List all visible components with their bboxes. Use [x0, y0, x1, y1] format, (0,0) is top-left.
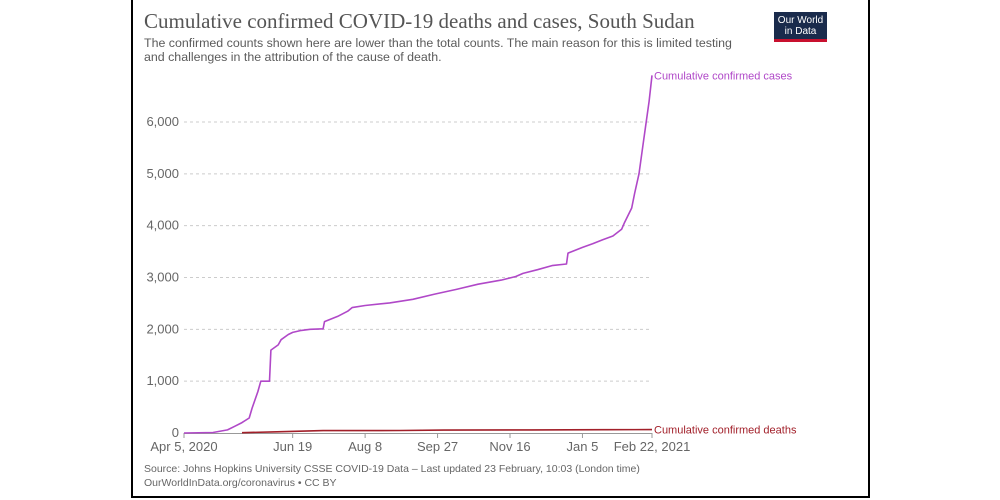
- y-tick-label: 0: [172, 425, 179, 440]
- x-tick-label: Apr 5, 2020: [150, 439, 217, 454]
- series-label-cases: Cumulative confirmed cases: [654, 70, 793, 82]
- x-tick-label: Nov 16: [489, 439, 530, 454]
- y-tick-label: 6,000: [146, 114, 179, 129]
- y-tick-label: 1,000: [146, 373, 179, 388]
- series-line-deaths: [241, 428, 653, 434]
- x-tick-label: Feb 22, 2021: [614, 439, 691, 454]
- x-tick-label: Jan 5: [567, 439, 599, 454]
- chart-frame: [131, 0, 870, 498]
- y-tick-label: 2,000: [146, 321, 179, 336]
- y-tick-label: 3,000: [146, 270, 179, 285]
- chart-source: Source: Johns Hopkins University CSSE CO…: [144, 462, 640, 490]
- source-text: Source: Johns Hopkins University CSSE CO…: [144, 463, 640, 475]
- series-line-cases: [183, 75, 653, 434]
- x-tick-label: Aug 8: [348, 439, 382, 454]
- credit-text: OurWorldInData.org/coronavirus • CC BY: [144, 477, 337, 489]
- x-tick-label: Jun 19: [273, 439, 312, 454]
- logo-line-2: in Data: [784, 26, 817, 37]
- y-tick-label: 5,000: [146, 166, 179, 181]
- series-label-deaths: Cumulative confirmed deaths: [654, 425, 797, 437]
- y-tick-label: 4,000: [146, 218, 179, 233]
- chart-subtitle: The confirmed counts shown here are lowe…: [144, 36, 732, 64]
- owid-logo[interactable]: Our World in Data: [774, 12, 827, 42]
- chart-title: Cumulative confirmed COVID-19 deaths and…: [144, 9, 695, 33]
- logo-line-1: Our World: [777, 15, 824, 26]
- x-tick-label: Sep 27: [417, 439, 458, 454]
